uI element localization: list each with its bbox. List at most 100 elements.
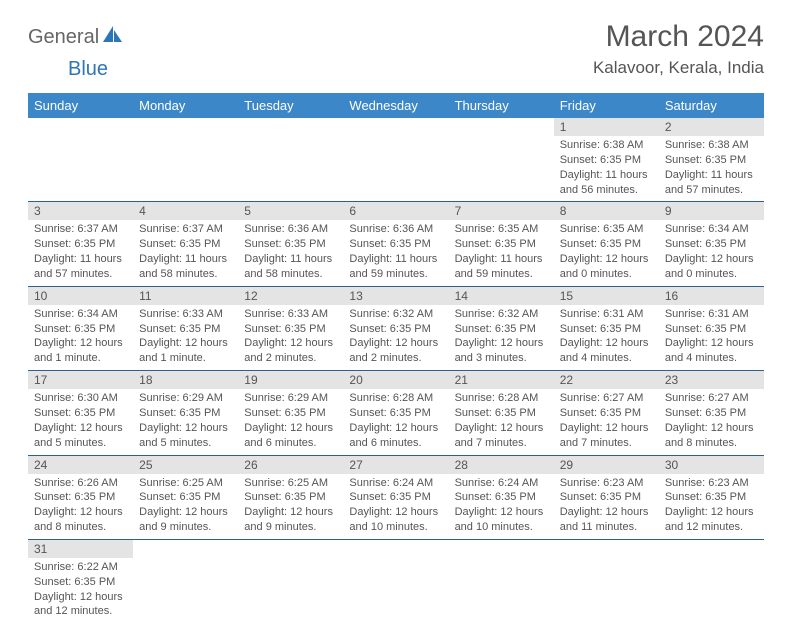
day-number: 30 [659, 456, 764, 474]
day-data: Sunrise: 6:31 AMSunset: 6:35 PMDaylight:… [554, 305, 659, 370]
calendar-week-row: 1Sunrise: 6:38 AMSunset: 6:35 PMDaylight… [28, 118, 764, 202]
day-data: Sunrise: 6:33 AMSunset: 6:35 PMDaylight:… [133, 305, 238, 370]
day-number: 1 [554, 118, 659, 136]
day-number: 22 [554, 371, 659, 389]
calendar-cell [133, 118, 238, 202]
title-block: March 2024 Kalavoor, Kerala, India [593, 20, 764, 78]
calendar-cell: 10Sunrise: 6:34 AMSunset: 6:35 PMDayligh… [28, 286, 133, 370]
calendar-cell: 1Sunrise: 6:38 AMSunset: 6:35 PMDaylight… [554, 118, 659, 202]
day-number: 16 [659, 287, 764, 305]
day-data: Sunrise: 6:25 AMSunset: 6:35 PMDaylight:… [238, 474, 343, 539]
calendar-cell: 14Sunrise: 6:32 AMSunset: 6:35 PMDayligh… [449, 286, 554, 370]
day-number: 13 [343, 287, 448, 305]
day-data: Sunrise: 6:32 AMSunset: 6:35 PMDaylight:… [343, 305, 448, 370]
calendar-week-row: 17Sunrise: 6:30 AMSunset: 6:35 PMDayligh… [28, 371, 764, 455]
day-number: 26 [238, 456, 343, 474]
day-data: Sunrise: 6:36 AMSunset: 6:35 PMDaylight:… [343, 220, 448, 285]
day-data: Sunrise: 6:28 AMSunset: 6:35 PMDaylight:… [449, 389, 554, 454]
calendar-cell: 20Sunrise: 6:28 AMSunset: 6:35 PMDayligh… [343, 371, 448, 455]
day-number: 24 [28, 456, 133, 474]
day-data: Sunrise: 6:27 AMSunset: 6:35 PMDaylight:… [659, 389, 764, 454]
calendar-cell: 25Sunrise: 6:25 AMSunset: 6:35 PMDayligh… [133, 455, 238, 539]
calendar-cell: 2Sunrise: 6:38 AMSunset: 6:35 PMDaylight… [659, 118, 764, 202]
day-number: 10 [28, 287, 133, 305]
calendar-cell: 17Sunrise: 6:30 AMSunset: 6:35 PMDayligh… [28, 371, 133, 455]
day-number: 27 [343, 456, 448, 474]
day-number: 3 [28, 202, 133, 220]
day-number: 21 [449, 371, 554, 389]
day-number: 9 [659, 202, 764, 220]
calendar-cell: 12Sunrise: 6:33 AMSunset: 6:35 PMDayligh… [238, 286, 343, 370]
calendar-cell: 18Sunrise: 6:29 AMSunset: 6:35 PMDayligh… [133, 371, 238, 455]
logo: General [28, 26, 125, 49]
calendar-cell: 31Sunrise: 6:22 AMSunset: 6:35 PMDayligh… [28, 539, 133, 623]
calendar-table: SundayMondayTuesdayWednesdayThursdayFrid… [28, 93, 764, 623]
location: Kalavoor, Kerala, India [593, 58, 764, 78]
day-data: Sunrise: 6:31 AMSunset: 6:35 PMDaylight:… [659, 305, 764, 370]
calendar-cell: 27Sunrise: 6:24 AMSunset: 6:35 PMDayligh… [343, 455, 448, 539]
day-data: Sunrise: 6:22 AMSunset: 6:35 PMDaylight:… [28, 558, 133, 623]
calendar-cell [449, 539, 554, 623]
calendar-cell: 22Sunrise: 6:27 AMSunset: 6:35 PMDayligh… [554, 371, 659, 455]
day-header: Sunday [28, 93, 133, 118]
day-number: 12 [238, 287, 343, 305]
day-data: Sunrise: 6:34 AMSunset: 6:35 PMDaylight:… [28, 305, 133, 370]
calendar-week-row: 24Sunrise: 6:26 AMSunset: 6:35 PMDayligh… [28, 455, 764, 539]
calendar-cell: 23Sunrise: 6:27 AMSunset: 6:35 PMDayligh… [659, 371, 764, 455]
calendar-cell: 21Sunrise: 6:28 AMSunset: 6:35 PMDayligh… [449, 371, 554, 455]
calendar-cell: 15Sunrise: 6:31 AMSunset: 6:35 PMDayligh… [554, 286, 659, 370]
day-data: Sunrise: 6:25 AMSunset: 6:35 PMDaylight:… [133, 474, 238, 539]
day-header: Saturday [659, 93, 764, 118]
month-title: March 2024 [593, 20, 764, 54]
calendar-cell: 7Sunrise: 6:35 AMSunset: 6:35 PMDaylight… [449, 202, 554, 286]
calendar-cell: 3Sunrise: 6:37 AMSunset: 6:35 PMDaylight… [28, 202, 133, 286]
calendar-cell [28, 118, 133, 202]
day-data: Sunrise: 6:36 AMSunset: 6:35 PMDaylight:… [238, 220, 343, 285]
day-header-row: SundayMondayTuesdayWednesdayThursdayFrid… [28, 93, 764, 118]
calendar-body: 1Sunrise: 6:38 AMSunset: 6:35 PMDaylight… [28, 118, 764, 623]
calendar-week-row: 3Sunrise: 6:37 AMSunset: 6:35 PMDaylight… [28, 202, 764, 286]
day-number: 7 [449, 202, 554, 220]
calendar-cell [133, 539, 238, 623]
calendar-cell: 28Sunrise: 6:24 AMSunset: 6:35 PMDayligh… [449, 455, 554, 539]
calendar-cell: 13Sunrise: 6:32 AMSunset: 6:35 PMDayligh… [343, 286, 448, 370]
day-number: 20 [343, 371, 448, 389]
day-header: Friday [554, 93, 659, 118]
day-number: 29 [554, 456, 659, 474]
day-number: 23 [659, 371, 764, 389]
calendar-cell [343, 118, 448, 202]
day-data: Sunrise: 6:34 AMSunset: 6:35 PMDaylight:… [659, 220, 764, 285]
header: General March 2024 Kalavoor, Kerala, Ind… [28, 20, 764, 78]
calendar-cell: 9Sunrise: 6:34 AMSunset: 6:35 PMDaylight… [659, 202, 764, 286]
day-number: 31 [28, 540, 133, 558]
day-header: Tuesday [238, 93, 343, 118]
day-number: 6 [343, 202, 448, 220]
day-header: Wednesday [343, 93, 448, 118]
day-data: Sunrise: 6:37 AMSunset: 6:35 PMDaylight:… [28, 220, 133, 285]
calendar-cell: 26Sunrise: 6:25 AMSunset: 6:35 PMDayligh… [238, 455, 343, 539]
logo-text-blue: Blue [68, 58, 108, 80]
calendar-cell [238, 539, 343, 623]
day-data: Sunrise: 6:35 AMSunset: 6:35 PMDaylight:… [449, 220, 554, 285]
day-header: Monday [133, 93, 238, 118]
day-number: 4 [133, 202, 238, 220]
calendar-cell: 11Sunrise: 6:33 AMSunset: 6:35 PMDayligh… [133, 286, 238, 370]
calendar-cell: 8Sunrise: 6:35 AMSunset: 6:35 PMDaylight… [554, 202, 659, 286]
calendar-cell: 19Sunrise: 6:29 AMSunset: 6:35 PMDayligh… [238, 371, 343, 455]
day-number: 11 [133, 287, 238, 305]
day-data: Sunrise: 6:38 AMSunset: 6:35 PMDaylight:… [554, 136, 659, 201]
calendar-cell [554, 539, 659, 623]
logo-text-general: General [28, 26, 99, 49]
calendar-cell: 29Sunrise: 6:23 AMSunset: 6:35 PMDayligh… [554, 455, 659, 539]
day-data: Sunrise: 6:29 AMSunset: 6:35 PMDaylight:… [238, 389, 343, 454]
day-number: 19 [238, 371, 343, 389]
day-data: Sunrise: 6:26 AMSunset: 6:35 PMDaylight:… [28, 474, 133, 539]
calendar-cell [238, 118, 343, 202]
calendar-cell: 4Sunrise: 6:37 AMSunset: 6:35 PMDaylight… [133, 202, 238, 286]
day-data: Sunrise: 6:32 AMSunset: 6:35 PMDaylight:… [449, 305, 554, 370]
calendar-cell: 6Sunrise: 6:36 AMSunset: 6:35 PMDaylight… [343, 202, 448, 286]
day-number: 2 [659, 118, 764, 136]
day-data: Sunrise: 6:28 AMSunset: 6:35 PMDaylight:… [343, 389, 448, 454]
day-data: Sunrise: 6:27 AMSunset: 6:35 PMDaylight:… [554, 389, 659, 454]
calendar-cell: 5Sunrise: 6:36 AMSunset: 6:35 PMDaylight… [238, 202, 343, 286]
